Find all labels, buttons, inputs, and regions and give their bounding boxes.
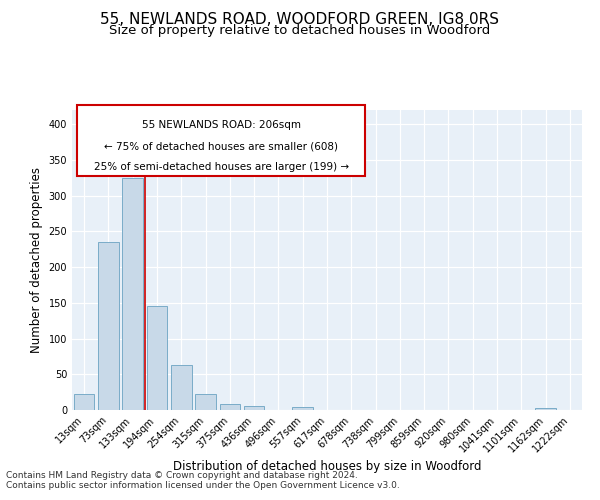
Bar	[292, 407, 313, 410]
Text: 55 NEWLANDS ROAD: 206sqm: 55 NEWLANDS ROAD: 206sqm	[142, 120, 301, 130]
Text: Contains public sector information licensed under the Open Government Licence v3: Contains public sector information licen…	[6, 481, 400, 490]
Bar	[244, 406, 265, 410]
Bar	[195, 394, 216, 410]
Text: Contains HM Land Registry data © Crown copyright and database right 2024.: Contains HM Land Registry data © Crown c…	[6, 471, 358, 480]
Y-axis label: Number of detached properties: Number of detached properties	[30, 167, 43, 353]
Text: 55, NEWLANDS ROAD, WOODFORD GREEN, IG8 0RS: 55, NEWLANDS ROAD, WOODFORD GREEN, IG8 0…	[101, 12, 499, 28]
Bar	[74, 394, 94, 410]
Bar	[122, 178, 143, 410]
Bar	[98, 242, 119, 410]
X-axis label: Distribution of detached houses by size in Woodford: Distribution of detached houses by size …	[173, 460, 481, 472]
FancyBboxPatch shape	[77, 106, 365, 176]
Text: 25% of semi-detached houses are larger (199) →: 25% of semi-detached houses are larger (…	[94, 162, 349, 172]
Bar	[220, 404, 240, 410]
Text: Size of property relative to detached houses in Woodford: Size of property relative to detached ho…	[109, 24, 491, 37]
Bar	[146, 306, 167, 410]
Bar	[535, 408, 556, 410]
Text: ← 75% of detached houses are smaller (608): ← 75% of detached houses are smaller (60…	[104, 142, 338, 152]
Bar	[171, 365, 191, 410]
